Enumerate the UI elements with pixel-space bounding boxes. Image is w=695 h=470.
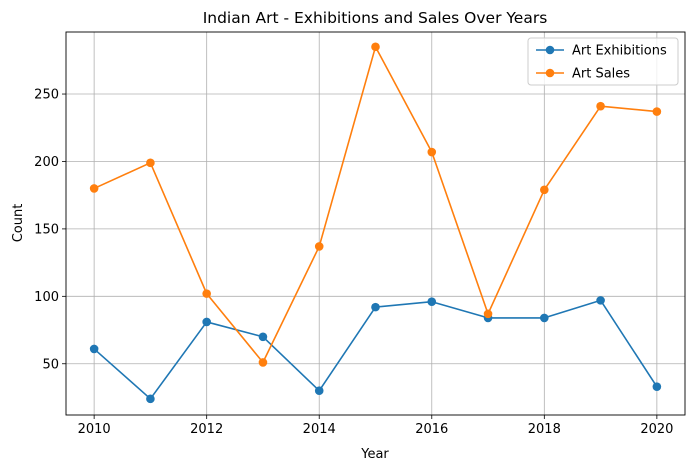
x-tick-label: 2012 [190,422,223,437]
y-tick-label: 50 [42,357,59,372]
series-line-art-exhibitions [93,299,658,400]
series-art-sales [89,42,662,367]
data-point-art-sales [314,242,324,251]
y-tick-label: 250 [34,88,59,103]
x-axis: 2010 2012 2014 2016 2018 2020 [78,415,673,437]
data-point-art-exhibitions [89,344,99,354]
data-point-art-sales [89,184,99,193]
legend: Art Exhibitions Art Sales [527,37,679,86]
data-point-art-exhibitions [540,313,549,323]
x-axis-label: Year [360,447,389,462]
y-axis-label: Count [11,204,26,243]
data-point-art-exhibitions [427,297,437,307]
legend-box [527,37,679,86]
y-tick-label: 100 [34,290,59,305]
legend-label-art-sales: Art Sales [572,67,630,82]
plot-area-frame [65,31,686,416]
chart-title: Indian Art - Exhibitions and Sales Over … [203,9,548,27]
y-tick-label: 150 [34,222,59,237]
data-point-art-exhibitions [202,317,211,327]
x-tick-label: 2010 [78,422,111,437]
data-point-art-exhibitions [258,332,268,342]
series-art-exhibitions [89,296,662,404]
legend-label-art-exhibitions: Art Exhibitions [572,44,667,59]
y-axis: 50 100 150 200 250 [34,88,66,372]
data-point-art-sales [427,147,437,157]
data-point-art-sales [483,309,493,319]
data-point-art-sales [652,107,662,116]
x-tick-label: 2018 [528,422,561,437]
grid [66,32,685,415]
x-tick-label: 2016 [415,422,448,437]
data-point-art-exhibitions [146,394,155,404]
data-point-art-sales [596,101,605,111]
data-point-art-sales [258,358,268,367]
data-point-art-exhibitions [652,382,662,391]
data-point-art-sales [540,185,549,195]
data-point-art-sales [146,158,155,168]
data-point-art-exhibitions [596,296,605,305]
x-tick-label: 2020 [640,422,673,437]
data-point-art-sales [371,42,380,52]
legend-marker-art-exhibitions [545,45,555,55]
x-tick-label: 2014 [303,422,336,437]
y-tick-label: 200 [34,155,59,170]
data-point-art-exhibitions [371,302,380,312]
legend-marker-art-sales [545,68,555,78]
data-point-art-sales [202,289,211,298]
series-layer [89,42,662,404]
data-point-art-exhibitions [314,386,324,396]
